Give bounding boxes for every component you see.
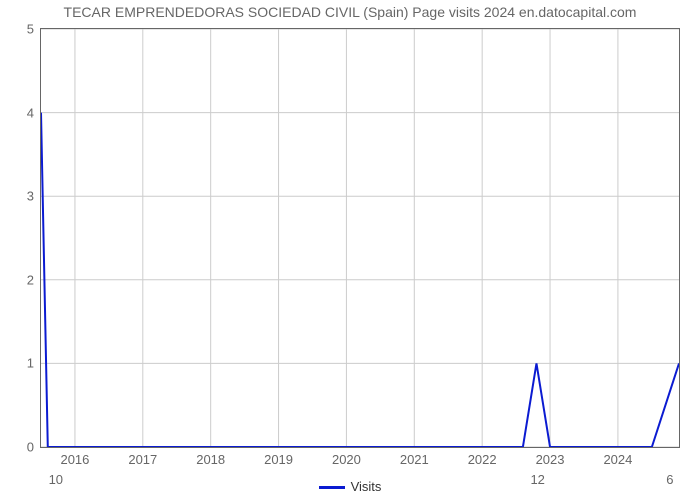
y-tick: 0 [0, 440, 34, 455]
legend: Visits [0, 479, 700, 494]
legend-label: Visits [351, 479, 382, 494]
legend-swatch [319, 486, 345, 489]
y-tick: 2 [0, 272, 34, 287]
x-tick: 2021 [400, 452, 429, 467]
y-tick: 3 [0, 189, 34, 204]
x-tick: 2018 [196, 452, 225, 467]
gridlines [41, 29, 679, 447]
chart-title: TECAR EMPRENDEDORAS SOCIEDAD CIVIL (Spai… [0, 4, 700, 20]
y-tick: 1 [0, 356, 34, 371]
y-tick: 4 [0, 105, 34, 120]
x-tick: 2016 [60, 452, 89, 467]
x-tick: 2022 [468, 452, 497, 467]
plot-area [40, 28, 680, 448]
x-tick: 2024 [603, 452, 632, 467]
x-tick: 2017 [128, 452, 157, 467]
x-tick: 2023 [536, 452, 565, 467]
x-tick: 2019 [264, 452, 293, 467]
chart-container: { "chart": { "type": "line", "title": "T… [0, 0, 700, 500]
y-tick: 5 [0, 22, 34, 37]
plot-svg [41, 29, 679, 447]
x-tick: 2020 [332, 452, 361, 467]
